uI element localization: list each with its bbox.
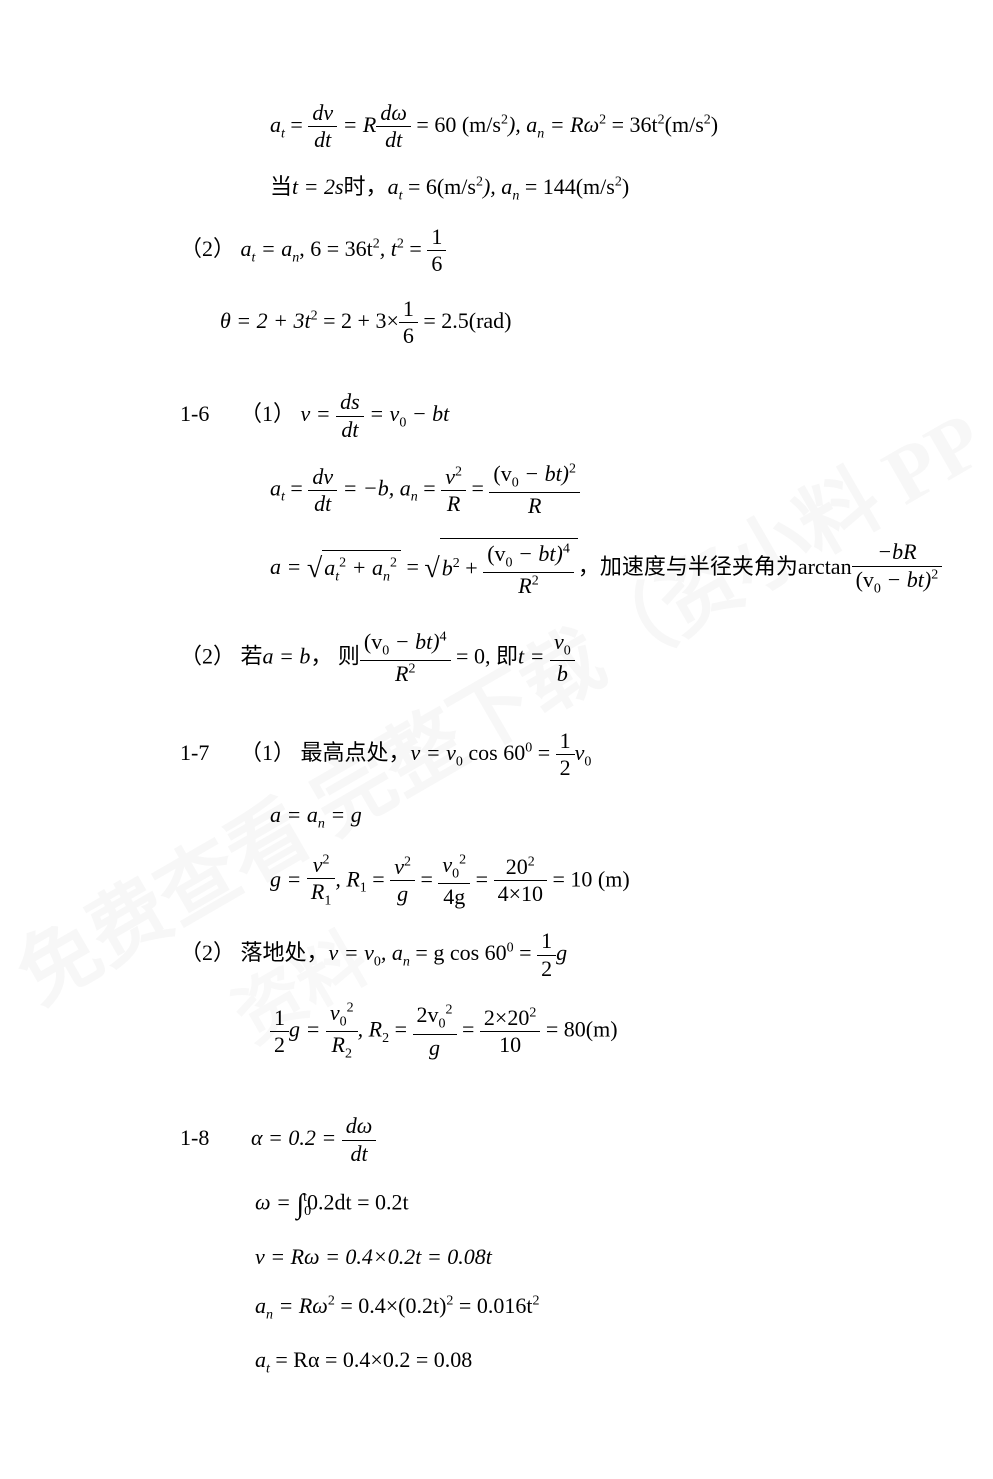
p18-eq3: v = Rω = 0.4×0.2t = 0.08t	[255, 1242, 853, 1273]
p18-eq2: ω = ∫0t0.2dt = 0.2t	[255, 1185, 853, 1224]
p16-eq2: at = dvdt = −b, an = v2R = (v0 − bt)2R	[270, 461, 853, 520]
page-content: at = dvdt = Rdωdt = 60 (m/s2), an = Rω2 …	[0, 0, 993, 1479]
problem-1-8: 1-8 α = 0.2 = dωdt ω = ∫0t0.2dt = 0.2t v…	[180, 1113, 853, 1379]
p18-eq1: 1-8 α = 0.2 = dωdt	[180, 1113, 853, 1167]
p18-eq5: at = Rα = 0.4×0.2 = 0.08	[255, 1345, 853, 1379]
p16-eq1: 1-6（1） v = dsdt = v0 − bt	[180, 389, 853, 443]
problem-1-6: 1-6（1） v = dsdt = v0 − bt at = dvdt = −b…	[180, 389, 853, 688]
eq-theta: θ = 2 + 3t2 = 2 + 3×16 = 2.5(rad)	[220, 296, 853, 350]
block-top: at = dvdt = Rdωdt = 60 (m/s2), an = Rω2 …	[180, 100, 853, 349]
eq-at-an: at = dvdt = Rdωdt = 60 (m/s2), an = Rω2 …	[270, 100, 853, 154]
p17-eq3: g = v2R1, R1 = v2g = v024g = 2024×10 = 1…	[270, 852, 853, 911]
p17-eq2: a = an = g	[270, 800, 853, 834]
p17-eq5: 12g = v02R2, R2 = 2v02g = 2×20210 = 80(m…	[270, 1000, 853, 1063]
eq-part2: （2） at = an, 6 = 36t2, t2 = 16	[180, 224, 853, 278]
p17-part2: （2） 落地处，v = v0, an = g cos 600 = 12g	[180, 928, 853, 982]
problem-1-7: 1-7（1） 最高点处，v = v0 cos 600 = 12v0 a = an…	[180, 728, 853, 1064]
p17-eq1: 1-7（1） 最高点处，v = v0 cos 600 = 12v0	[180, 728, 853, 782]
p16-eq3: a = at2 + an2 = b2 + (v0 − bt)4R2，加速度与半径…	[270, 538, 853, 600]
p18-eq4: an = Rω2 = 0.4×(0.2t)2 = 0.016t2	[255, 1291, 853, 1325]
p16-part2: （2） 若a = b， 则(v0 − bt)4R2 = 0, 即t = v0b	[180, 629, 853, 688]
eq-t2s: 当t = 2s时，at = 6(m/s2), an = 144(m/s2)	[270, 172, 853, 206]
